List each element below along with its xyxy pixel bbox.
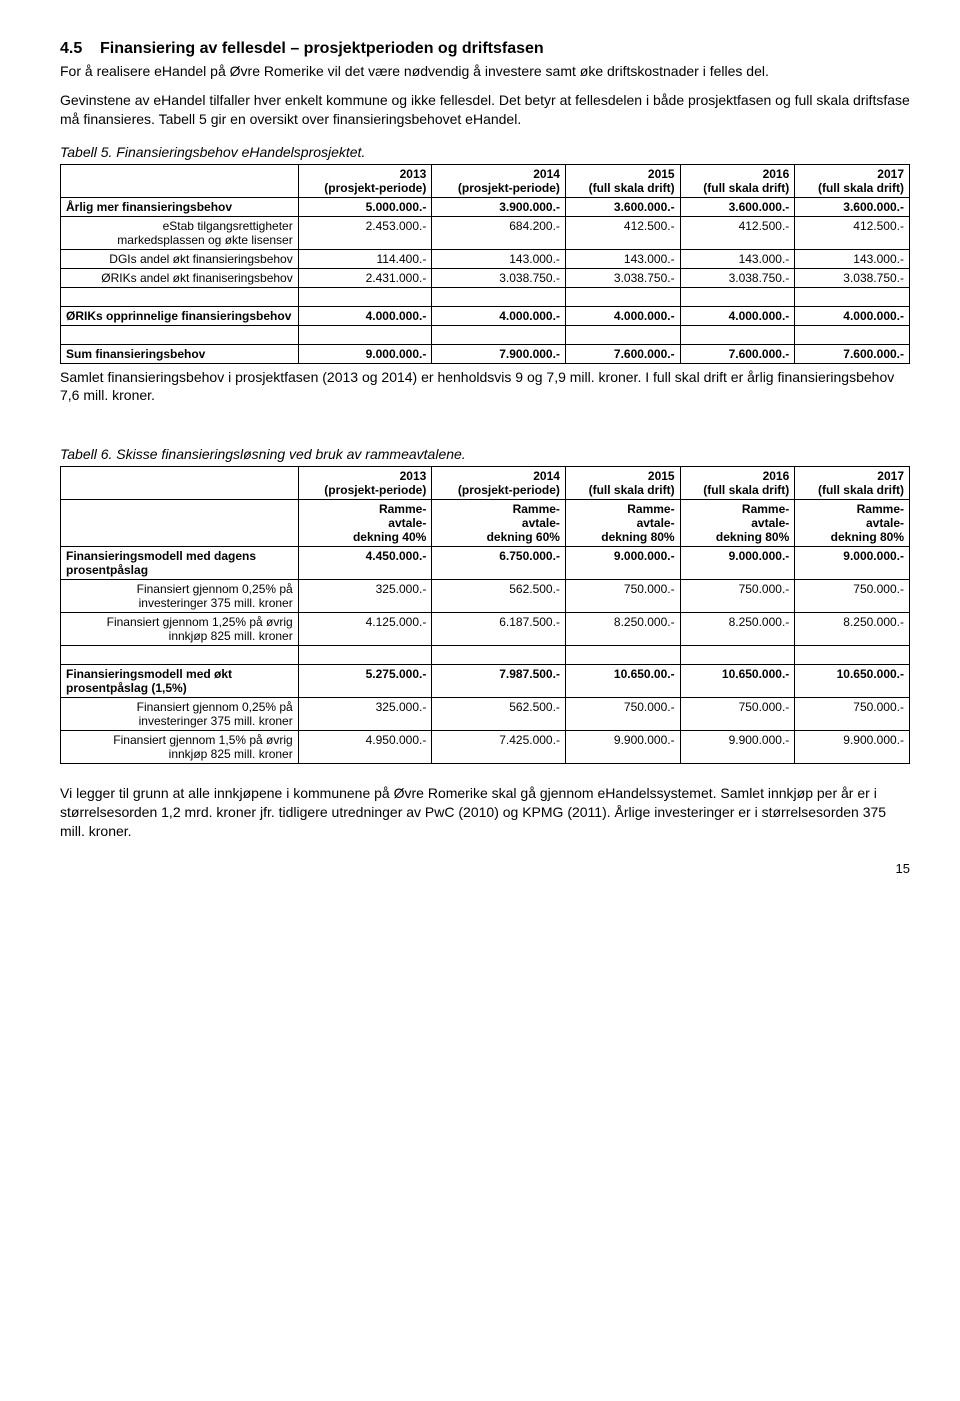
paragraph: Samlet finansieringsbehov i prosjektfase… [60,368,910,406]
table-row: Finansiert gjennom 1,5% på øvrig innkjøp… [61,731,910,764]
paragraph: Gevinstene av eHandel tilfaller hver enk… [60,91,910,129]
table-row: eStab tilgangsrettigheter markedsplassen… [61,216,910,249]
table-row: Sum finansieringsbehov9.000.000.-7.900.0… [61,344,910,363]
section-title: Finansiering av fellesdel – prosjektperi… [100,40,544,57]
table-row: Finansiert gjennom 0,25% på investeringe… [61,580,910,613]
table6-caption: Tabell 6. Skisse finansieringsløsning ve… [60,445,910,464]
table-row: DGIs andel økt finansieringsbehov114.400… [61,249,910,268]
table-row: Finansiert gjennom 0,25% på investeringe… [61,698,910,731]
paragraph: For å realisere eHandel på Øvre Romerike… [60,62,910,81]
table-row: Finansieringsmodell med dagens prosentpå… [61,547,910,580]
table-row: Årlig mer finansieringsbehov5.000.000.-3… [61,197,910,216]
table-row: Finansieringsmodell med økt prosentpåsla… [61,665,910,698]
paragraph: Vi legger til grunn at alle innkjøpene i… [60,784,910,841]
table-row: ØRIKs andel økt finaniseringsbehov2.431.… [61,268,910,287]
section-heading: 4.5 Finansiering av fellesdel – prosjekt… [60,40,910,58]
table5: 2013(prosjekt-periode)2014(prosjekt-peri… [60,164,910,364]
table-row: Finansiert gjennom 1,25% på øvrig innkjø… [61,613,910,646]
table6: 2013(prosjekt-periode)2014(prosjekt-peri… [60,466,910,764]
table-row: ØRIKs opprinnelige finansieringsbehov4.0… [61,306,910,325]
page-number: 15 [60,861,910,876]
table5-caption: Tabell 5. Finansieringsbehov eHandelspro… [60,143,910,162]
section-number: 4.5 [60,40,82,57]
